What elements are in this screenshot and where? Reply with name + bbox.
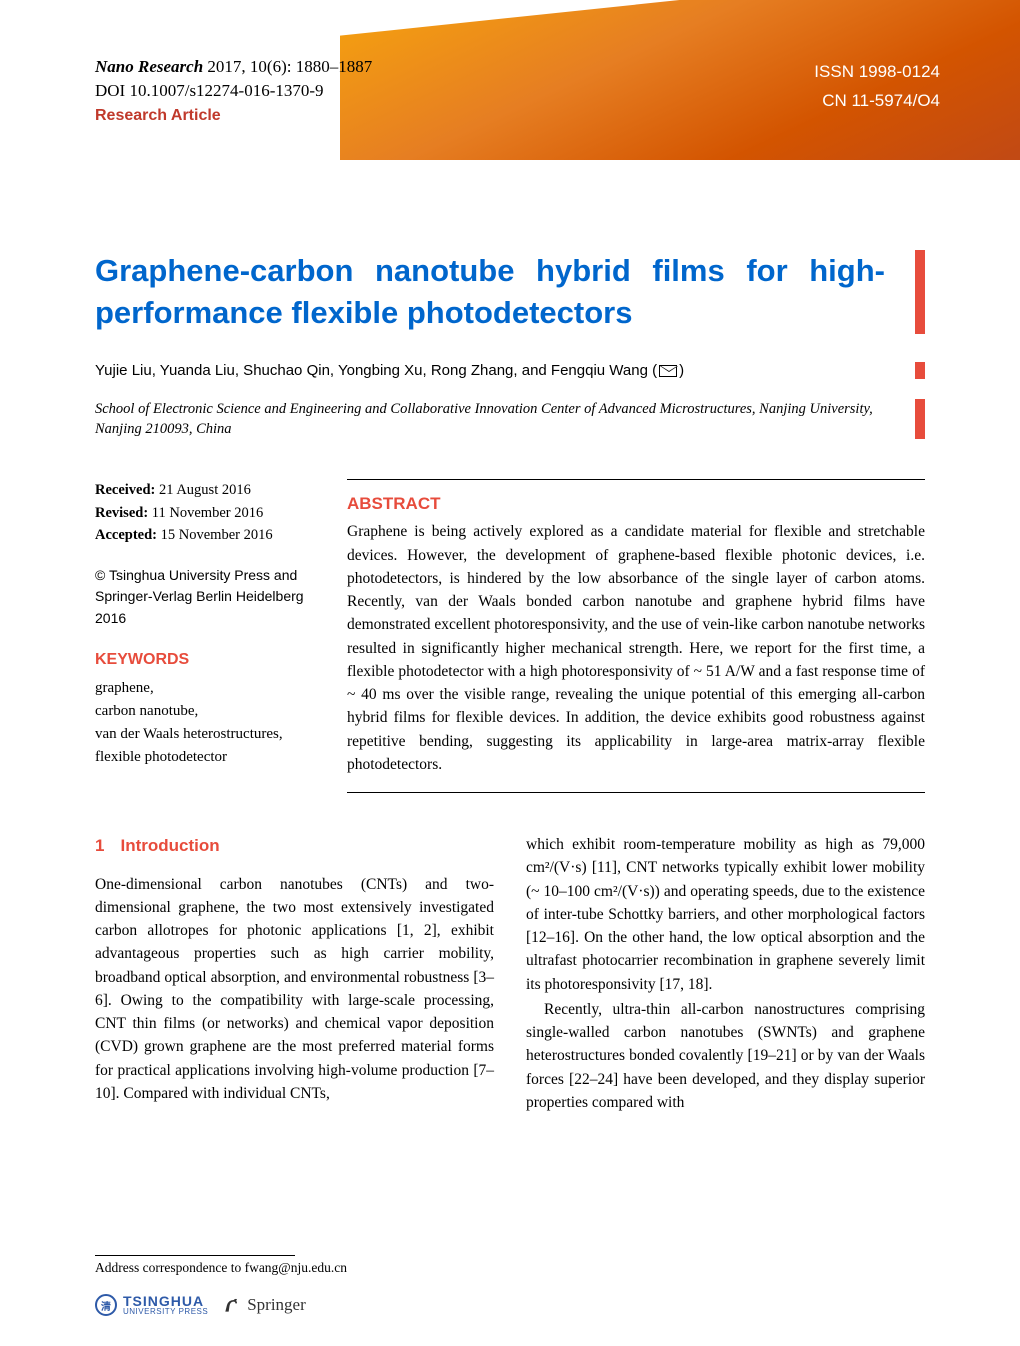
doi: DOI 10.1007/s12274-016-1370-9 <box>95 79 372 103</box>
body-column-left: 1 Introduction One-dimensional carbon nan… <box>95 833 494 1114</box>
authors-suffix: ) <box>679 362 684 379</box>
received-date: 21 August 2016 <box>155 482 250 498</box>
accepted-date: 15 November 2016 <box>157 527 273 543</box>
tsinghua-name: TSINGHUA <box>123 1295 208 1308</box>
keywords-list: graphene, carbon nanotube, van der Waals… <box>95 677 315 770</box>
keywords-heading: KEYWORDS <box>95 648 315 673</box>
cn-code: CN 11-5974/O4 <box>814 87 940 116</box>
authors-block: Yujie Liu, Yuanda Liu, Shuchao Qin, Yong… <box>95 362 925 379</box>
authors-names: Yujie Liu, Yuanda Liu, Shuchao Qin, Yong… <box>95 362 657 379</box>
meta-abstract-row: Received: 21 August 2016 Revised: 11 Nov… <box>95 479 925 793</box>
body-column-right: which exhibit room-temperature mobility … <box>526 833 925 1114</box>
main-content: Graphene-carbon nanotube hybrid films fo… <box>0 160 1020 1114</box>
authors-list: Yujie Liu, Yuanda Liu, Shuchao Qin, Yong… <box>95 362 885 379</box>
affiliation-block: School of Electronic Science and Enginee… <box>95 399 925 440</box>
abstract-heading: ABSTRACT <box>347 494 925 514</box>
section-title: Introduction <box>120 836 219 855</box>
intro-para-1: One-dimensional carbon nanotubes (CNTs) … <box>95 873 494 1106</box>
title-block: Graphene-carbon nanotube hybrid films fo… <box>95 250 925 334</box>
abstract-column: ABSTRACT Graphene is being actively expl… <box>347 479 925 793</box>
received-label: Received: <box>95 482 155 498</box>
springer-horse-icon <box>222 1295 242 1315</box>
article-title: Graphene-carbon nanotube hybrid films fo… <box>95 250 885 334</box>
revised-label: Revised: <box>95 505 148 521</box>
body-text: 1 Introduction One-dimensional carbon nan… <box>95 833 925 1114</box>
intro-para-3: Recently, ultra-thin all-carbon nanostru… <box>526 998 925 1114</box>
springer-name: Springer <box>247 1295 306 1315</box>
footer-rule <box>95 1255 295 1256</box>
footer: Address correspondence to fwang@nju.edu.… <box>95 1255 925 1316</box>
copyright: © Tsinghua University Press and Springer… <box>95 565 315 630</box>
mail-icon <box>659 365 677 377</box>
springer-logo: Springer <box>222 1295 306 1315</box>
tsinghua-logo: 清 TSINGHUA UNIVERSITY PRESS <box>95 1294 208 1316</box>
abstract-text: Graphene is being actively explored as a… <box>347 520 925 793</box>
affiliation: School of Electronic Science and Enginee… <box>95 399 885 440</box>
section-heading: 1 Introduction <box>95 833 494 859</box>
journal-header: Nano Research 2017, 10(6): 1880–1887 DOI… <box>0 0 1020 160</box>
tsinghua-sub: UNIVERSITY PRESS <box>123 1308 208 1315</box>
citation: 2017, 10(6): 1880–1887 <box>203 57 372 76</box>
journal-citation-block: Nano Research 2017, 10(6): 1880–1887 DOI… <box>95 55 372 125</box>
section-number: 1 <box>95 836 104 855</box>
affil-accent-bar <box>915 399 925 440</box>
title-accent-bar <box>915 250 925 334</box>
accepted-label: Accepted: <box>95 527 157 543</box>
correspondence: Address correspondence to fwang@nju.edu.… <box>95 1260 925 1276</box>
intro-para-2: which exhibit room-temperature mobility … <box>526 833 925 996</box>
tsinghua-seal-icon: 清 <box>95 1294 117 1316</box>
metadata-column: Received: 21 August 2016 Revised: 11 Nov… <box>95 479 315 793</box>
dates-block: Received: 21 August 2016 Revised: 11 Nov… <box>95 479 315 546</box>
issn: ISSN 1998-0124 <box>814 58 940 87</box>
revised-date: 11 November 2016 <box>148 505 263 521</box>
journal-name: Nano Research <box>95 57 203 76</box>
authors-accent-bar <box>915 362 925 379</box>
issn-block: ISSN 1998-0124 CN 11-5974/O4 <box>814 58 940 116</box>
publisher-logos: 清 TSINGHUA UNIVERSITY PRESS Springer <box>95 1294 925 1316</box>
article-type-badge: Research Article <box>95 107 221 125</box>
